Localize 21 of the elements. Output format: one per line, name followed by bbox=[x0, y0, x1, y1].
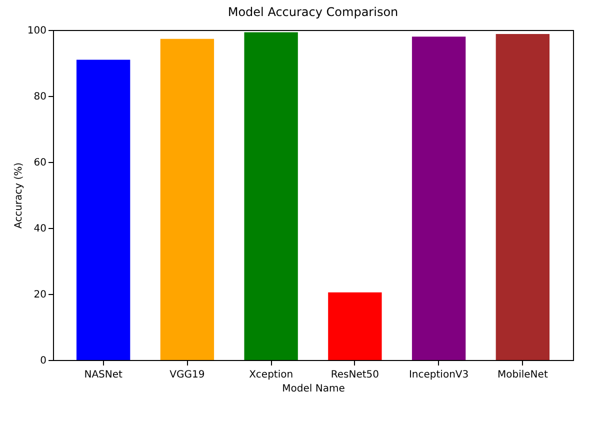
x-tick-label: InceptionV3 bbox=[408, 370, 469, 380]
y-tick-label: 40 bbox=[34, 224, 46, 234]
chart-title: Model Accuracy Comparison bbox=[228, 5, 398, 19]
bar bbox=[328, 292, 382, 360]
y-tick-label: 80 bbox=[34, 92, 46, 102]
bar bbox=[412, 36, 466, 360]
x-tick-label: Xception bbox=[249, 370, 294, 380]
bar bbox=[76, 60, 130, 360]
x-tick-label: ResNet50 bbox=[330, 370, 380, 380]
y-tick-label: 100 bbox=[27, 26, 46, 36]
bar bbox=[244, 32, 298, 360]
y-tick-label: 60 bbox=[34, 158, 46, 168]
x-tick-label: VGG19 bbox=[170, 370, 205, 380]
y-tick-label: 0 bbox=[40, 356, 46, 366]
y-tick-label: 20 bbox=[34, 290, 46, 300]
bar bbox=[496, 34, 550, 360]
x-axis-title: Model Name bbox=[282, 384, 345, 394]
bar bbox=[160, 38, 214, 360]
x-tick-label: MobileNet bbox=[498, 370, 548, 380]
y-axis-title: Accuracy (%) bbox=[13, 162, 24, 229]
x-tick-label: NASNet bbox=[84, 370, 123, 380]
